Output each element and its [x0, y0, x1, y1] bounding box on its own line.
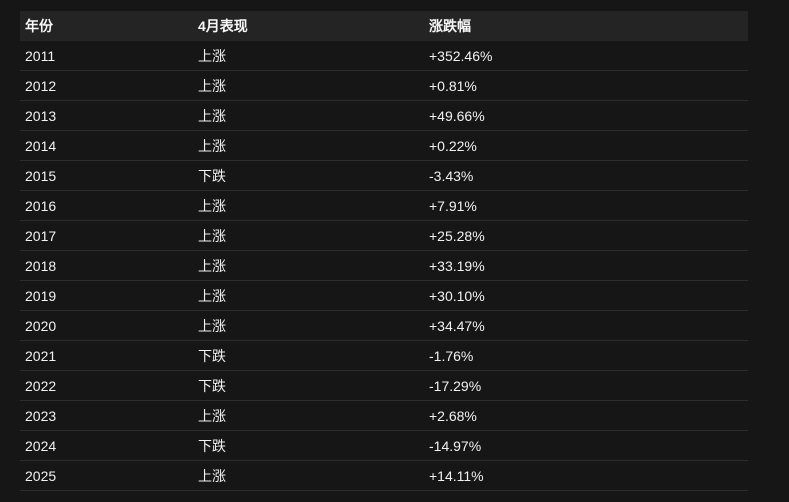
change-cell: +30.10% [429, 287, 485, 304]
column-header-change: 涨跌幅 [429, 18, 471, 34]
year-cell: 2011 [25, 47, 56, 64]
change-cell: +49.66% [429, 107, 485, 124]
year-cell: 2025 [25, 467, 57, 484]
year-cell: 2021 [25, 347, 57, 364]
year-cell: 2020 [25, 317, 57, 334]
performance-cell: 上涨 [198, 407, 226, 424]
table-row: 2016 上涨 +7.91% [20, 191, 748, 221]
performance-cell: 上涨 [198, 137, 226, 154]
year-cell: 2017 [25, 227, 57, 244]
table-row: 2024 下跌 -14.97% [20, 431, 748, 461]
performance-cell: 上涨 [198, 467, 226, 484]
table-row: 2011 上涨 +352.46% [20, 41, 748, 71]
table-row: 2025 上涨 +14.11% [20, 461, 748, 491]
change-cell: +14.11% [429, 467, 484, 484]
year-cell: 2014 [25, 137, 57, 154]
column-header-year: 年份 [25, 18, 53, 34]
table-row: 2023 上涨 +2.68% [20, 401, 748, 431]
performance-cell: 上涨 [198, 197, 226, 214]
performance-cell: 上涨 [198, 47, 226, 64]
year-cell: 2016 [25, 197, 57, 214]
change-cell: +352.46% [429, 47, 493, 64]
year-cell: 2018 [25, 257, 57, 274]
table-row: 2013 上涨 +49.66% [20, 101, 748, 131]
year-cell: 2024 [25, 437, 57, 454]
table-row: 2017 上涨 +25.28% [20, 221, 748, 251]
table-row: 2014 上涨 +0.22% [20, 131, 748, 161]
year-cell: 2022 [25, 377, 57, 394]
change-cell: +25.28% [429, 227, 485, 244]
change-cell: +7.91% [429, 197, 477, 214]
year-cell: 2019 [25, 287, 57, 304]
year-cell: 2023 [25, 407, 57, 424]
year-cell: 2012 [25, 77, 57, 94]
performance-cell: 上涨 [198, 317, 226, 334]
change-cell: -14.97% [429, 437, 482, 454]
change-cell: +0.81% [429, 77, 477, 94]
table-header-row: 年份 4月表现 涨跌幅 [20, 11, 748, 41]
change-cell: -1.76% [429, 347, 474, 364]
column-header-performance: 4月表现 [198, 18, 248, 34]
change-cell: +33.19% [429, 257, 485, 274]
change-cell: +34.47% [429, 317, 485, 334]
april-performance-table: 年份 4月表现 涨跌幅 2011 上涨 +352.46% 2012 上涨 +0.… [20, 11, 748, 491]
table-row: 2021 下跌 -1.76% [20, 341, 748, 371]
table-row: 2019 上涨 +30.10% [20, 281, 748, 311]
table-row: 2022 下跌 -17.29% [20, 371, 748, 401]
table-row: 2015 下跌 -3.43% [20, 161, 748, 191]
change-cell: -3.43% [429, 167, 474, 184]
performance-cell: 上涨 [198, 77, 226, 94]
performance-cell: 上涨 [198, 227, 226, 244]
performance-cell: 下跌 [198, 347, 226, 364]
performance-cell: 下跌 [198, 437, 226, 454]
table-row: 2020 上涨 +34.47% [20, 311, 748, 341]
performance-cell: 上涨 [198, 287, 226, 304]
year-cell: 2013 [25, 107, 57, 124]
change-cell: +2.68% [429, 407, 477, 424]
table-body: 2011 上涨 +352.46% 2012 上涨 +0.81% 2013 上涨 … [20, 41, 748, 491]
performance-cell: 下跌 [198, 167, 226, 184]
performance-cell: 上涨 [198, 107, 226, 124]
change-cell: -17.29% [429, 377, 482, 394]
performance-cell: 上涨 [198, 257, 226, 274]
table-row: 2018 上涨 +33.19% [20, 251, 748, 281]
table-row: 2012 上涨 +0.81% [20, 71, 748, 101]
performance-cell: 下跌 [198, 377, 226, 394]
year-cell: 2015 [25, 167, 57, 184]
change-cell: +0.22% [429, 137, 477, 154]
